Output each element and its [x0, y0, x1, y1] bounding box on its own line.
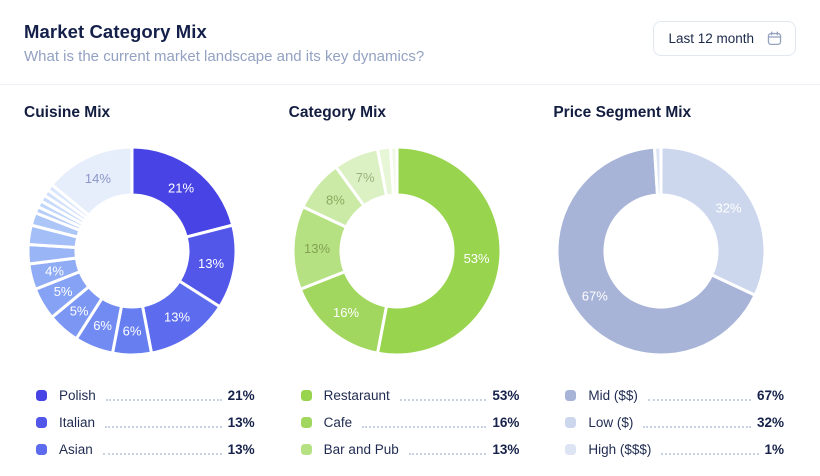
- donut-segment[interactable]: [659, 145, 767, 297]
- legend-item: Restaraunt 53%: [300, 387, 520, 404]
- donut-segment[interactable]: [388, 145, 399, 197]
- legend-item: Low ($) 32%: [565, 414, 784, 431]
- chart-title: Price Segment Mix: [553, 104, 692, 121]
- donut-segment[interactable]: [50, 145, 134, 217]
- legend-marker: [36, 390, 47, 401]
- calendar-icon: [766, 30, 783, 47]
- legend-item: Asian 13%: [36, 441, 255, 458]
- donut-segment[interactable]: [555, 145, 757, 357]
- legend-leader: [362, 425, 487, 428]
- chart-title: Category Mix: [288, 104, 387, 121]
- donut-segment-label: 21%: [168, 180, 194, 195]
- donut-segment-label: 6%: [93, 318, 112, 333]
- chart-title: Cuisine Mix: [24, 104, 111, 121]
- page-subtitle: What is the current market landscape and…: [24, 48, 425, 65]
- legend-value: 67%: [756, 388, 785, 403]
- legend-label: High ($$$): [588, 442, 652, 457]
- legend-label: Bar and Pub: [323, 442, 399, 457]
- legend-marker: [565, 390, 577, 401]
- price-segment-mix-donut-chart: 32% 67%: [555, 145, 767, 357]
- donut-segment[interactable]: [653, 145, 663, 197]
- legend-value: 13%: [227, 415, 255, 430]
- legend-label: Italian: [59, 415, 96, 430]
- legend-marker: [300, 444, 312, 455]
- legend-value: 32%: [756, 415, 785, 430]
- chart-section-cuisine-mix: Cuisine Mix 21% 13% 13% 6% 6% 5% 5% 4% 14% Polis…: [24, 103, 267, 458]
- cuisine-mix-donut-chart: 21% 13% 13% 6% 6% 5% 5% 4% 14%: [26, 145, 238, 357]
- legend-value: 13%: [492, 442, 520, 457]
- legend-leader: [105, 398, 222, 401]
- legend-marker: [300, 390, 312, 401]
- donut-segment-label: 8%: [326, 193, 345, 208]
- legend-marker: [36, 444, 47, 455]
- page-title: Market Category Mix: [24, 21, 207, 42]
- legend-value: 1%: [764, 442, 785, 457]
- legend-marker: [565, 444, 577, 455]
- donut-segment-label: 13%: [198, 256, 224, 271]
- category-mix-legend: Restaraunt 53% Cafe 16% Bar and Pub 13%: [289, 387, 532, 458]
- legend-label: Polish: [59, 388, 96, 403]
- chart-section-category-mix: Category Mix 53% 16% 13% 8% 7% Restaraunt 53…: [289, 103, 532, 458]
- donut-segment-label: 5%: [70, 304, 89, 319]
- legend-marker: [565, 417, 577, 428]
- donut-segment-label: 6%: [123, 324, 142, 339]
- legend-label: Asian: [59, 442, 93, 457]
- donut-segment-label: 32%: [716, 201, 742, 216]
- legend-leader: [105, 425, 222, 428]
- cuisine-mix-legend: Polish 21% Italian 13% Asian 13%: [24, 387, 267, 458]
- donut-segment-label: 5%: [54, 284, 73, 299]
- charts-row: Cuisine Mix 21% 13% 13% 6% 6% 5% 5% 4% 14% Polis…: [0, 85, 820, 458]
- legend-item: Bar and Pub 13%: [300, 441, 520, 458]
- legend-item: Polish 21%: [36, 387, 255, 404]
- price-segment-mix-legend: Mid ($$) 67% Low ($) 32% High ($$$) 1%: [553, 387, 796, 458]
- legend-marker: [36, 417, 47, 428]
- legend-item: Italian 13%: [36, 414, 255, 431]
- date-range-button[interactable]: Last 12 month: [653, 21, 796, 56]
- donut-segment[interactable]: [130, 145, 235, 239]
- donut-segment-label: 16%: [333, 305, 359, 320]
- chart-section-price-segment-mix: Price Segment Mix 32% 67% Mid ($$) 67% Lo…: [553, 103, 796, 458]
- donut-segment-label: 7%: [355, 170, 374, 185]
- legend-leader: [643, 425, 751, 428]
- panel-header: Market Category Mix What is the current …: [0, 0, 820, 85]
- legend-item: High ($$$) 1%: [565, 441, 784, 458]
- legend-leader: [661, 452, 759, 455]
- legend-item: Cafe 16%: [300, 414, 520, 431]
- legend-label: Low ($): [588, 415, 634, 430]
- header-text: Market Category Mix What is the current …: [24, 20, 424, 67]
- donut-segment-label: 13%: [304, 241, 330, 256]
- legend-leader: [102, 452, 222, 455]
- legend-item: Mid ($$) 67%: [565, 387, 784, 404]
- legend-leader: [408, 452, 487, 455]
- donut-segment-label: 4%: [45, 263, 64, 278]
- donut-segment-label: 14%: [85, 171, 111, 186]
- category-mix-donut-chart: 53% 16% 13% 8% 7%: [291, 145, 503, 357]
- date-range-label: Last 12 month: [668, 31, 754, 46]
- legend-label: Restaraunt: [323, 388, 390, 403]
- donut-segment-label: 53%: [463, 251, 489, 266]
- donut-segment-label: 13%: [164, 310, 190, 325]
- legend-leader: [647, 398, 751, 401]
- legend-value: 53%: [492, 388, 520, 403]
- legend-value: 13%: [227, 442, 255, 457]
- legend-label: Mid ($$): [588, 388, 638, 403]
- legend-value: 21%: [227, 388, 255, 403]
- legend-leader: [399, 398, 487, 401]
- legend-marker: [300, 417, 312, 428]
- legend-value: 16%: [492, 415, 520, 430]
- legend-label: Cafe: [323, 415, 353, 430]
- donut-segment[interactable]: [375, 145, 503, 357]
- donut-segment-label: 67%: [582, 289, 608, 304]
